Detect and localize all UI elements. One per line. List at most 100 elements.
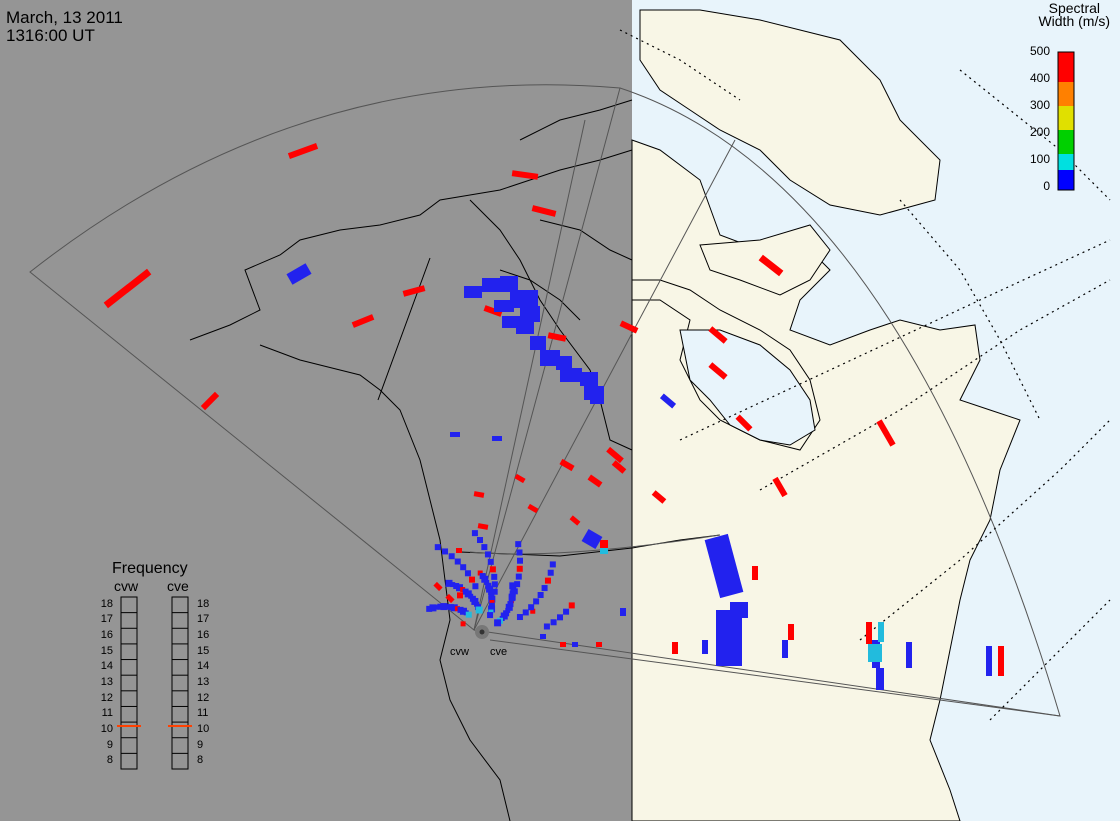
echo-fan <box>450 604 458 612</box>
echo-red <box>735 414 753 432</box>
freq-tick-right: 10 <box>197 722 210 735</box>
echo-fan-outer <box>464 570 471 577</box>
coastlines-night <box>189 99 633 821</box>
echo-blue <box>581 528 603 550</box>
echo-blue <box>782 640 788 658</box>
echo-blue-cluster <box>510 290 538 308</box>
echo-red <box>587 474 603 488</box>
echo-fan <box>454 606 460 612</box>
echo-blue <box>620 608 626 616</box>
freq-tick-right: 15 <box>197 644 210 657</box>
echo-blue-cluster <box>530 336 546 350</box>
echo-red <box>876 419 896 447</box>
freq-box-cve <box>171 596 189 770</box>
echo-blue <box>450 432 460 437</box>
colorbar-title-line1: Spectral <box>1048 0 1100 16</box>
echo-fan <box>465 611 472 618</box>
echo-fan <box>445 579 453 587</box>
echo-fan-outer <box>491 588 498 595</box>
echo-fan-outer <box>460 564 467 571</box>
echo-fan-outer <box>550 619 557 626</box>
echo-fan-outer <box>516 565 523 572</box>
colorbar-tick-300: 300 <box>1029 98 1050 112</box>
echo-fan-outer <box>522 609 529 616</box>
freq-box-cvw <box>120 596 138 770</box>
echo-fan <box>444 604 450 610</box>
date-label: March, 13 2011 <box>6 8 123 27</box>
echo-red <box>456 548 462 553</box>
frequency-label-cvw: cvw <box>114 578 139 594</box>
echo-fan-outer <box>448 553 455 560</box>
freq-grid <box>121 612 188 754</box>
night-region <box>0 0 632 821</box>
echo-fan-outer <box>528 604 535 611</box>
echo-red <box>752 566 758 580</box>
echo-fan <box>488 609 494 615</box>
colorbar-segment-blue <box>1058 170 1074 190</box>
radar-label-cvw: cvw <box>450 646 469 658</box>
colorbar-segment-orange <box>1058 82 1074 106</box>
echo-red <box>477 523 489 530</box>
echo-red <box>708 326 728 344</box>
echo-red <box>483 305 503 317</box>
echo-fan-outer <box>515 541 522 548</box>
freq-tick-left: 8 <box>106 754 113 767</box>
echo-blue-cluster <box>494 300 514 312</box>
echo-blue-cluster <box>464 286 482 298</box>
echo-fan-outer <box>563 608 570 615</box>
echo-fan-outer <box>457 592 463 599</box>
echo-fan-outer <box>469 576 476 583</box>
freq-tick-left: 10 <box>100 722 113 735</box>
hudson-bay <box>679 329 816 446</box>
echo-red <box>511 170 539 180</box>
echo-blue-cluster <box>584 386 604 400</box>
echo-fan <box>481 575 489 583</box>
frequency-title: Frequency <box>112 560 188 577</box>
echo-red <box>473 491 485 498</box>
freq-tick-right: 11 <box>197 707 209 720</box>
echo-red <box>569 515 581 526</box>
freq-tick-right: 13 <box>197 676 210 688</box>
echo-fan <box>434 604 440 610</box>
echo-fan <box>505 603 513 611</box>
echo-blue <box>730 602 748 618</box>
echo-blue-cluster <box>556 356 572 370</box>
echo-blue <box>906 642 912 668</box>
echo-fan-outer <box>511 588 518 595</box>
colorbar-segment-green <box>1058 130 1074 154</box>
colorbar-tick-200: 200 <box>1029 125 1050 139</box>
echo-fan <box>456 584 464 592</box>
echo-fan-outer <box>472 583 479 590</box>
echo-fan <box>484 579 490 585</box>
echo-fan-outer <box>568 602 575 609</box>
freq-tick-left: 18 <box>100 597 113 610</box>
grid-lines <box>619 29 1111 721</box>
echo-fan-outer <box>549 561 556 568</box>
echo-fan-outer <box>471 530 478 537</box>
echo-red <box>527 503 539 514</box>
echo-red <box>559 458 575 472</box>
echo-cyan <box>868 644 882 662</box>
echo-fan-outer <box>537 592 544 598</box>
echo-fan <box>440 603 448 611</box>
colorbar-tick-500: 500 <box>1029 44 1050 58</box>
freq-tick-left: 13 <box>100 676 113 688</box>
echo-fan <box>477 570 483 576</box>
freq-tick-right: 16 <box>197 629 210 642</box>
echo-fan-outer <box>442 548 449 555</box>
colorbar-segment-yellow <box>1058 106 1074 130</box>
frequency-panel <box>117 596 192 770</box>
echo-fan-outer <box>516 614 523 621</box>
echo-red <box>651 490 667 504</box>
echo-blue-cluster <box>516 322 534 334</box>
echo-fan-outer <box>541 585 548 592</box>
echo-fan <box>488 595 496 603</box>
freq-tick-left: 14 <box>100 660 113 673</box>
echo-fan <box>494 619 502 627</box>
echo-fan-outer <box>515 573 522 580</box>
echo-cyan <box>600 548 608 554</box>
freq-tick-right: 8 <box>197 754 204 767</box>
echo-blue-cluster <box>482 278 502 292</box>
time-label: 1316:00 UT <box>6 26 95 45</box>
